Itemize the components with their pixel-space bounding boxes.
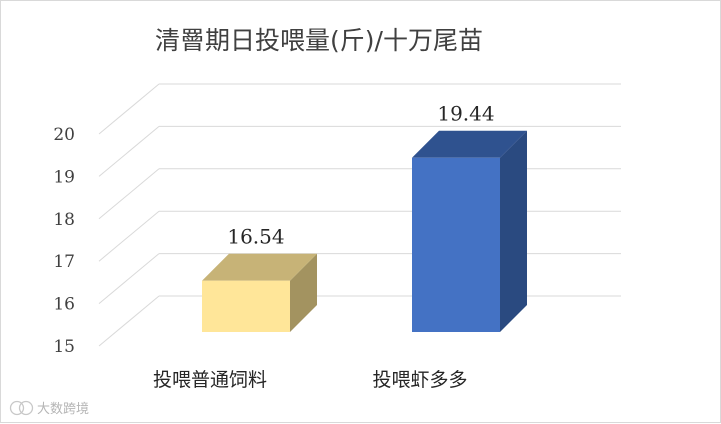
bar-front-face	[202, 280, 290, 332]
gridline-diagonal	[98, 295, 160, 347]
gridline-diagonal	[98, 83, 160, 135]
watermark-text: 大数跨境	[37, 402, 89, 417]
y-tick-label: 17	[53, 252, 75, 272]
category-label: 投喂虾多多	[372, 369, 467, 391]
category-labels: 投喂普通饲料 投喂虾多多	[153, 369, 468, 391]
data-labels: 16.54 19.44	[227, 102, 494, 249]
gridline-diagonal	[98, 168, 160, 220]
bar-top-face	[202, 253, 317, 281]
y-tick-label: 19	[53, 167, 75, 187]
gridlines	[98, 83, 621, 347]
y-tick-label: 20	[53, 125, 75, 145]
bar-front-face	[412, 157, 500, 332]
watermark: 大数跨境	[9, 400, 89, 417]
y-axis-ticks: 15 16 17 18 19 20	[53, 125, 75, 357]
gridline-diagonal	[98, 126, 160, 177]
gridline-diagonal	[98, 253, 160, 304]
y-tick-label: 18	[53, 210, 75, 230]
bar-side-face	[290, 253, 317, 332]
y-tick-label: 16	[53, 295, 75, 315]
bar-top-face	[412, 130, 527, 158]
chart-title: 清罾期日投喂量(斤)/十万尾苗	[155, 26, 483, 55]
bar-side-face	[500, 130, 527, 332]
bars	[202, 130, 527, 332]
gridline-diagonal	[98, 210, 160, 262]
bar-value-label: 16.54	[227, 225, 284, 249]
y-tick-label: 15	[53, 337, 75, 357]
logo-badge-icon	[9, 400, 34, 416]
category-label: 投喂普通饲料	[153, 369, 267, 391]
bar-value-label: 19.44	[437, 102, 494, 126]
